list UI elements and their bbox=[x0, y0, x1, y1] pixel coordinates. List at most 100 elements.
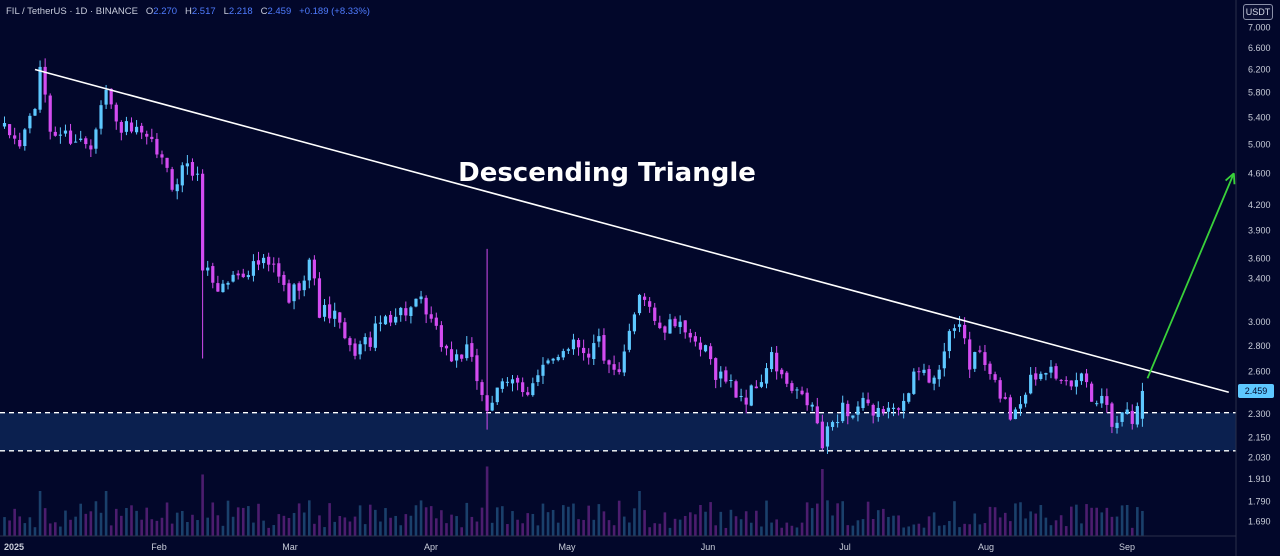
volume-bar bbox=[470, 516, 474, 536]
candle-body bbox=[932, 377, 936, 384]
candle-body bbox=[195, 173, 200, 175]
volume-bar bbox=[348, 521, 352, 536]
price-axis[interactable]: 7.000 6.600 6.200 5.800 5.400 5.000 4.600 4.200… bbox=[1248, 22, 1271, 526]
candle-body bbox=[1034, 373, 1038, 380]
candle-body bbox=[510, 379, 515, 384]
candle-body bbox=[322, 304, 327, 317]
volume-bar bbox=[196, 520, 199, 536]
candle-body bbox=[744, 397, 748, 405]
volume-bar bbox=[1054, 520, 1058, 536]
time-tick-label: Mar bbox=[282, 542, 298, 552]
price-tick-label: 3.600 bbox=[1248, 253, 1271, 263]
candle-body bbox=[48, 95, 52, 132]
volume-bar bbox=[1059, 515, 1063, 536]
volume-bar bbox=[94, 501, 98, 536]
candle-body bbox=[678, 321, 682, 328]
candle-body bbox=[693, 336, 697, 342]
candle-body bbox=[1090, 383, 1094, 402]
candle-body bbox=[1064, 380, 1068, 382]
candle-body bbox=[160, 154, 164, 158]
candle-body bbox=[1049, 366, 1053, 373]
pattern-annotation[interactable]: Descending Triangle bbox=[458, 158, 756, 188]
volume-bar bbox=[1130, 527, 1134, 536]
volume-bar bbox=[231, 516, 235, 536]
candle-body bbox=[1008, 397, 1012, 420]
candle-body bbox=[526, 392, 530, 395]
symbol-header: FIL / TetherUS · 1D · BINANCE O2.270 H2.… bbox=[6, 6, 370, 17]
candle-body bbox=[1079, 373, 1084, 382]
candle-body bbox=[333, 310, 337, 319]
candle-body bbox=[973, 352, 977, 369]
descending-trendline[interactable] bbox=[34, 68, 1229, 393]
volume-bar bbox=[379, 521, 382, 536]
volume-bar bbox=[1100, 512, 1104, 536]
candle-body bbox=[251, 261, 256, 276]
candle-body bbox=[74, 141, 78, 143]
volume-bar bbox=[8, 520, 11, 536]
candle-body bbox=[754, 386, 758, 389]
candle-body bbox=[592, 343, 596, 360]
volume-bar bbox=[993, 507, 997, 536]
candle-body bbox=[729, 379, 733, 381]
volume-bar bbox=[368, 504, 372, 536]
candle-body bbox=[84, 138, 88, 145]
volume-bar bbox=[521, 523, 524, 536]
candle-body bbox=[175, 184, 179, 192]
volume-bar bbox=[592, 519, 596, 536]
candle-body bbox=[155, 138, 159, 155]
volume-bar bbox=[485, 466, 489, 536]
candle-body bbox=[38, 66, 42, 110]
candle-body bbox=[683, 320, 687, 333]
volume-bar bbox=[84, 513, 88, 536]
volume-bar bbox=[1009, 521, 1012, 536]
volume-bar bbox=[658, 523, 662, 536]
candle-body bbox=[211, 266, 215, 283]
volume-bar bbox=[511, 511, 514, 536]
volume-bar bbox=[1085, 504, 1088, 536]
volume-bar bbox=[28, 517, 32, 536]
currency-toggle-button[interactable]: USDT bbox=[1243, 4, 1273, 20]
volume-bar bbox=[1014, 503, 1017, 536]
volume-bar bbox=[998, 517, 1002, 536]
candle-body bbox=[190, 162, 195, 176]
time-axis[interactable]: 2025 Feb Mar Apr May Jun Jul Aug Sep bbox=[4, 542, 1135, 552]
volume-bar bbox=[861, 519, 865, 536]
volume-bar bbox=[678, 519, 682, 536]
candle-body bbox=[571, 339, 576, 350]
candle-body bbox=[521, 382, 525, 393]
volume-bar bbox=[363, 524, 367, 536]
symbol-label[interactable]: FIL / TetherUS · 1D · BINANCE bbox=[6, 6, 138, 17]
candle-body bbox=[1003, 397, 1007, 399]
volume-bar bbox=[1095, 507, 1098, 536]
price-tick-label: 2.150 bbox=[1248, 433, 1271, 443]
candle-body bbox=[267, 256, 271, 265]
candle-body bbox=[1084, 373, 1089, 383]
volume-bar bbox=[937, 525, 941, 536]
volume-bar bbox=[983, 523, 987, 536]
volume-bar bbox=[480, 507, 484, 536]
candle-body bbox=[94, 129, 98, 149]
volume-bar bbox=[191, 514, 194, 536]
volume-bar bbox=[333, 521, 336, 536]
time-tick-label: Jun bbox=[701, 542, 716, 552]
candle-body bbox=[653, 307, 657, 321]
volume-bar bbox=[876, 510, 880, 536]
volume-bar bbox=[1044, 517, 1048, 536]
volume-bar bbox=[440, 510, 443, 536]
candle-body bbox=[566, 349, 570, 351]
candle-body bbox=[805, 392, 809, 406]
volume-bar bbox=[785, 522, 789, 536]
candle-body bbox=[998, 380, 1002, 399]
candle-body bbox=[587, 353, 591, 358]
volume-bar bbox=[13, 508, 16, 536]
candle-body bbox=[150, 136, 154, 140]
volume-bar bbox=[120, 515, 123, 536]
volume-bar bbox=[856, 520, 860, 536]
volume-bar bbox=[912, 524, 916, 536]
volume-bar bbox=[709, 502, 712, 536]
candle-body bbox=[53, 131, 57, 136]
breakout-arrow[interactable] bbox=[1146, 172, 1236, 379]
candle-body bbox=[836, 422, 840, 424]
candle-body bbox=[902, 400, 906, 411]
